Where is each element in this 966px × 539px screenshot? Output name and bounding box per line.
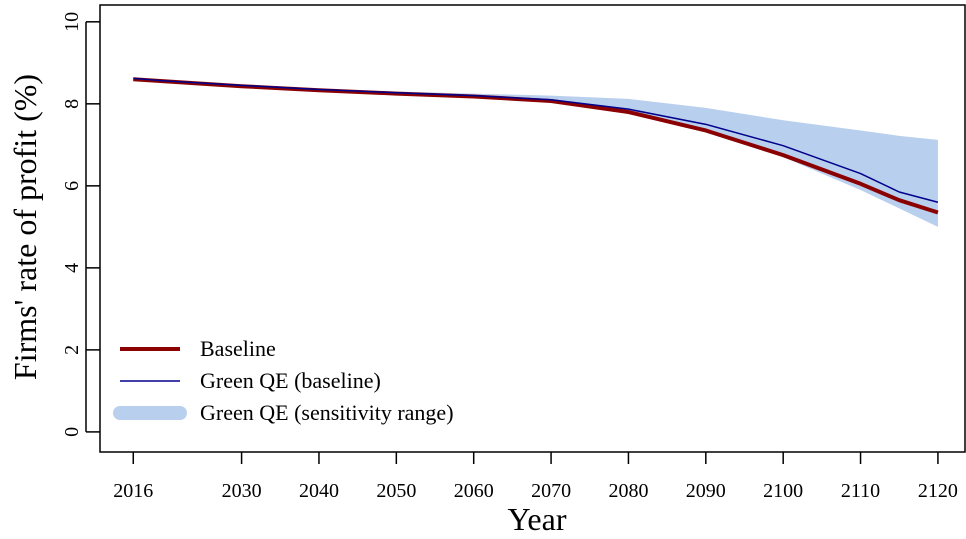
x-tick-label: 2060 bbox=[454, 480, 494, 502]
x-tick-label: 2110 bbox=[841, 480, 880, 502]
x-tick-label: 2040 bbox=[299, 480, 339, 502]
x-tick-label: 2030 bbox=[222, 480, 262, 502]
legend-label: Baseline bbox=[200, 336, 276, 361]
x-tick-label: 2070 bbox=[531, 480, 571, 502]
y-tick-label: 2 bbox=[61, 345, 83, 355]
series-line bbox=[133, 77, 939, 215]
y-tick-label: 0 bbox=[61, 427, 83, 437]
x-tick-label: 2100 bbox=[763, 480, 803, 502]
legend-label: Green QE (baseline) bbox=[200, 368, 381, 393]
legend-label: Green QE (sensitivity range) bbox=[200, 400, 454, 425]
sensitivity-band bbox=[133, 78, 938, 227]
plot-frame bbox=[99, 4, 966, 453]
x-tick-label: 2120 bbox=[918, 480, 958, 502]
x-tick-label: 2080 bbox=[608, 480, 648, 502]
y-tick-label: 4 bbox=[61, 263, 83, 273]
y-tick-label: 10 bbox=[61, 12, 83, 32]
y-tick-label: 8 bbox=[61, 99, 83, 109]
x-axis-label: Year bbox=[508, 501, 567, 537]
x-tick-label: 2050 bbox=[376, 480, 416, 502]
x-tick-label: 2016 bbox=[113, 480, 153, 502]
y-tick-label: 6 bbox=[61, 181, 83, 191]
y-axis-label: Firms' rate of profit (%) bbox=[7, 74, 43, 380]
x-tick-label: 2090 bbox=[686, 480, 726, 502]
series-line bbox=[133, 77, 939, 203]
